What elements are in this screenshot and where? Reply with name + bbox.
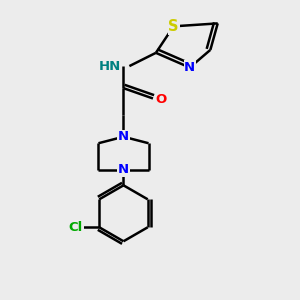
Text: O: O [156,93,167,106]
Text: Cl: Cl [69,221,83,234]
Text: S: S [168,19,179,34]
Text: N: N [118,130,129,143]
Text: N: N [118,163,129,176]
Text: HN: HN [98,60,121,73]
Text: N: N [184,61,195,74]
